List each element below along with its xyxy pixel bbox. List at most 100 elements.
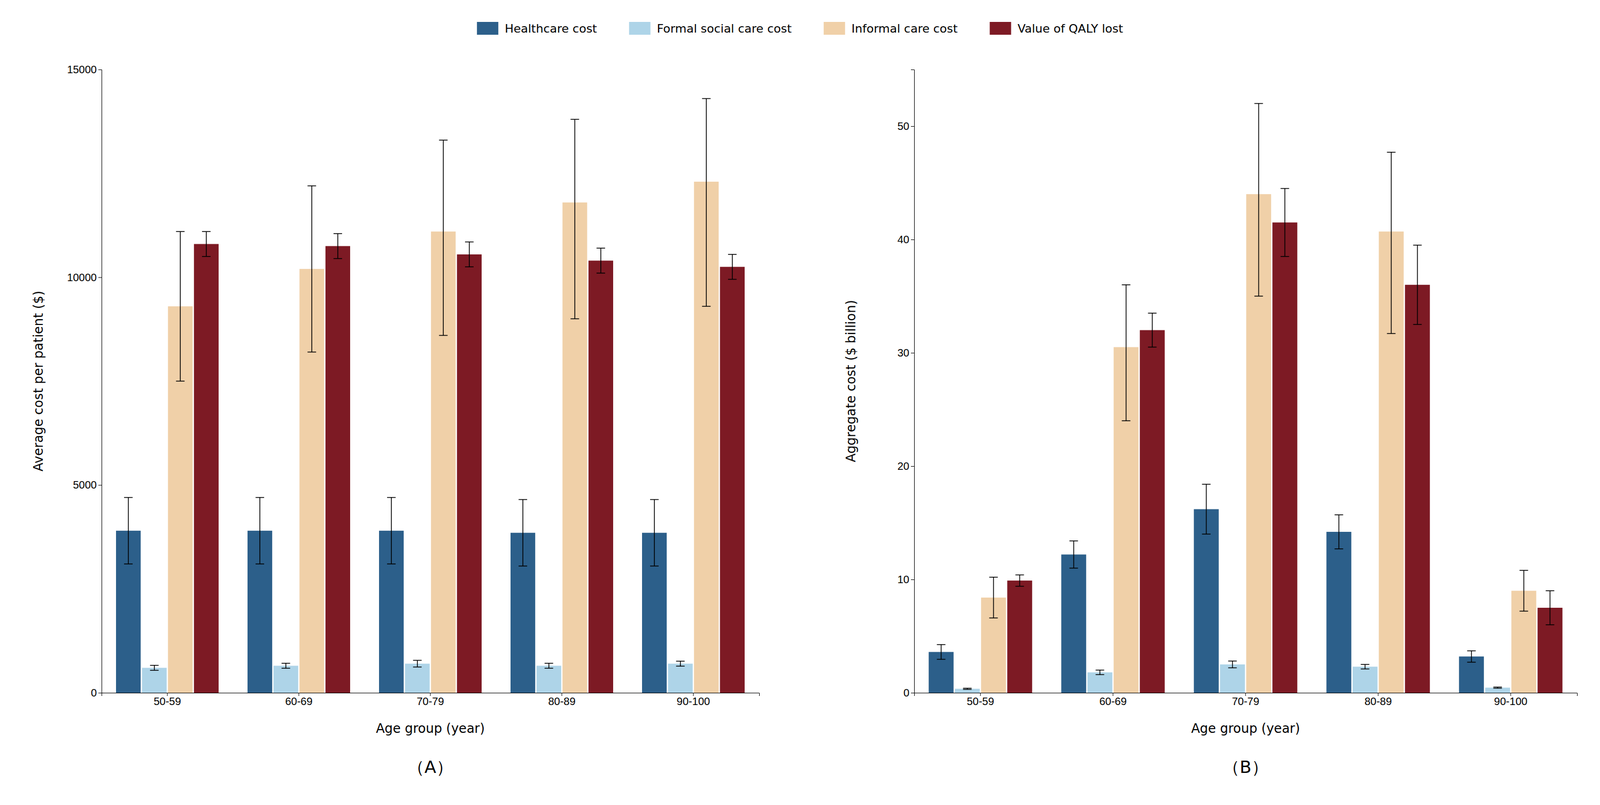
- error-bar-cap: [150, 665, 159, 667]
- error-bar-stem: [285, 663, 287, 669]
- error-bar: [1202, 484, 1211, 535]
- error-bars: [988, 103, 1528, 618]
- error-bar-stem: [706, 98, 708, 307]
- y-tick: 10: [897, 573, 915, 586]
- x-tick: 80-89: [547, 692, 576, 708]
- bar: [325, 245, 351, 693]
- y-tick-label: 15000: [66, 63, 97, 76]
- error-bar-stem: [940, 644, 942, 660]
- y-axis-line: [910, 70, 915, 694]
- error-bar-cap: [333, 258, 343, 260]
- error-bar-cap: [728, 253, 737, 255]
- error-bar-stem: [259, 497, 261, 564]
- bar: [954, 689, 980, 693]
- legend: Healthcare costFormal social care costIn…: [476, 21, 1124, 36]
- error-bar-cap: [1361, 663, 1370, 666]
- error-bar-cap: [1280, 256, 1289, 258]
- y-tick-mark: [910, 579, 915, 581]
- panel: 05000100001500050-5960-6970-7980-8990-10…: [31, 63, 760, 778]
- bar: [1485, 687, 1511, 693]
- error-bar-stem: [1338, 514, 1340, 550]
- error-bar: [202, 231, 211, 257]
- error-bar-cap: [1015, 585, 1024, 587]
- y-tick-mark: [98, 692, 102, 694]
- error-bar: [438, 140, 448, 336]
- x-tick: 60-69: [1099, 692, 1127, 708]
- x-tick: 90-100: [676, 692, 710, 708]
- y-axis-title: Aggregate cost ($ billion): [843, 299, 859, 463]
- error-bar-cap: [175, 380, 185, 382]
- error-bar: [307, 186, 316, 353]
- error-bar-cap: [676, 660, 685, 662]
- error-bar-stem: [153, 665, 156, 671]
- error-bar-cap: [438, 335, 448, 337]
- error-bar-cap: [596, 272, 606, 274]
- error-bar-cap: [413, 660, 422, 662]
- plot-area: [928, 103, 1563, 693]
- error-bar: [570, 119, 579, 319]
- error-bar-cap: [1254, 103, 1263, 105]
- error-bar-cap: [1519, 569, 1528, 571]
- y-tick: 10000: [66, 271, 102, 284]
- error-bar: [1280, 188, 1289, 257]
- error-bar-stem: [731, 254, 733, 280]
- error-bar: [465, 242, 474, 268]
- error-bar: [413, 660, 422, 667]
- bar: [457, 254, 482, 693]
- error-bar-stem: [993, 577, 995, 618]
- error-bar-stem: [1073, 540, 1075, 569]
- bar: [142, 667, 167, 693]
- legend-label: Informal care cost: [851, 21, 958, 36]
- y-tick: 40: [897, 233, 915, 246]
- y-tick-label: 10000: [66, 271, 97, 284]
- error-bar-cap: [570, 119, 579, 121]
- error-bar-cap: [1467, 661, 1476, 663]
- error-bar-cap: [333, 233, 343, 235]
- legend-label: Healthcare cost: [504, 21, 598, 36]
- series: [194, 243, 745, 693]
- error-bar: [1069, 540, 1079, 569]
- y-axis-title: Average cost per patient ($): [31, 290, 46, 472]
- error-bars: [1015, 188, 1555, 625]
- error-bar-stem: [416, 660, 419, 667]
- bar: [1272, 222, 1298, 693]
- x-tick: 80-89: [1364, 692, 1392, 708]
- plot-area: [116, 98, 745, 693]
- y-tick-label: 10: [897, 573, 910, 586]
- x-tick: 70-79: [1231, 692, 1259, 708]
- error-bar: [544, 663, 554, 669]
- y-tick-label: 0: [903, 686, 910, 699]
- x-tick-label: 90-100: [676, 695, 710, 708]
- error-bar: [255, 497, 265, 564]
- error-bar-cap: [518, 499, 528, 501]
- legend-label: Value of QALY lost: [1017, 21, 1124, 36]
- bar: [1404, 284, 1431, 693]
- error-bar-cap: [1069, 567, 1079, 569]
- x-tick: 90-100: [1494, 692, 1528, 708]
- error-bar-cap: [1147, 346, 1157, 349]
- error-bar-cap: [307, 351, 316, 353]
- error-bar-stem: [1523, 570, 1525, 612]
- error-bar: [175, 231, 185, 382]
- error-bar-cap: [988, 576, 998, 578]
- error-bar-cap: [1386, 333, 1396, 335]
- error-bar: [937, 644, 946, 660]
- error-bar: [596, 248, 606, 274]
- x-tick-label: 80-89: [1364, 695, 1392, 708]
- bar: [588, 260, 614, 693]
- bar: [1219, 664, 1246, 693]
- error-bar-stem: [1206, 484, 1208, 535]
- error-bar-cap: [518, 565, 528, 567]
- error-bar-cap: [150, 669, 159, 671]
- error-bar-cap: [650, 499, 659, 501]
- bar: [1326, 531, 1352, 693]
- y-axis: 050001000015000: [66, 63, 102, 699]
- error-bar-cap: [202, 230, 211, 233]
- error-bar-stem: [679, 661, 682, 667]
- bar: [1087, 672, 1113, 693]
- error-bar-cap: [1545, 624, 1555, 626]
- error-bar-cap: [124, 563, 133, 565]
- bar: [1458, 656, 1484, 693]
- bar: [1193, 509, 1219, 693]
- y-tick-mark: [910, 126, 915, 127]
